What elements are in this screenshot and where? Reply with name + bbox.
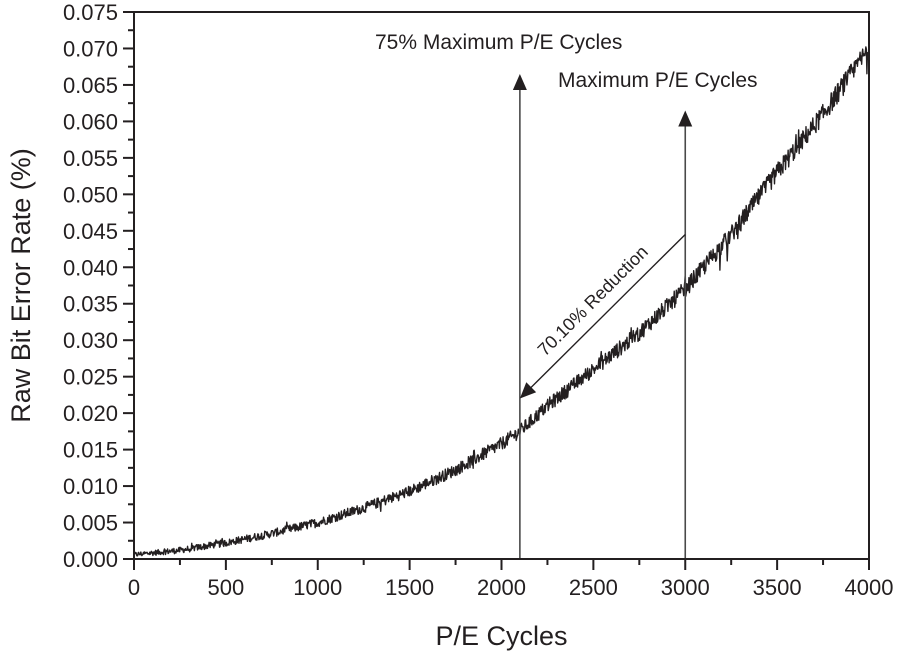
x-tick-label: 3000 [661,575,710,600]
x-tick-label: 3500 [753,575,802,600]
x-tick-label: 0 [128,575,140,600]
annotation-max-pe-label: Maximum P/E Cycles [558,69,758,92]
y-tick-label: 0.010 [63,474,118,499]
x-axis-title: P/E Cycles [435,621,567,651]
annotation-75-max-pe-label: 75% Maximum P/E Cycles [375,31,622,54]
x-tick-label: 500 [208,575,245,600]
annotation-reduction-label: 70.10% Reduction [534,242,652,360]
y-axis-title: Raw Bit Error Rate (%) [6,148,36,423]
annotations [512,73,693,559]
y-tick-label: 0.020 [63,401,118,426]
y-tick-label: 0.050 [63,182,118,207]
x-tick-label: 2000 [477,575,526,600]
annotation-arrow-line [529,233,686,390]
y-tick-label: 0.035 [63,292,118,317]
data-series [133,46,870,557]
x-tick-label: 1500 [385,575,434,600]
y-tick-label: 0.025 [63,365,118,390]
arrow-up-icon [512,73,527,90]
x-tick-label: 4000 [845,575,894,600]
x-tick-label: 2500 [569,575,618,600]
y-tick-label: 0.030 [63,328,118,353]
arrow-up-icon [678,110,693,127]
y-tick-label: 0.060 [63,109,118,134]
series-line [133,46,870,557]
y-tick-label: 0.005 [63,511,118,536]
y-tick-label: 0.070 [63,36,118,61]
x-axis-ticks: 0 500 1000 1500 2000 2500 3000 3500 4000 [128,559,894,600]
y-tick-label: 0.055 [63,146,118,171]
y-axis-ticks: 0.000 0.005 0.010 0.015 0.020 0.025 0.030 0.035… [63,0,134,572]
y-tick-label: 0.075 [63,0,118,25]
y-tick-label: 0.000 [63,547,118,572]
arrow-diagonal-icon [519,382,537,399]
plot-frame [133,11,870,560]
y-tick-label: 0.040 [63,255,118,280]
y-tick-label: 0.065 [63,73,118,98]
y-tick-label: 0.015 [63,438,118,463]
x-tick-label: 1000 [293,575,342,600]
y-tick-label: 0.045 [63,219,118,244]
